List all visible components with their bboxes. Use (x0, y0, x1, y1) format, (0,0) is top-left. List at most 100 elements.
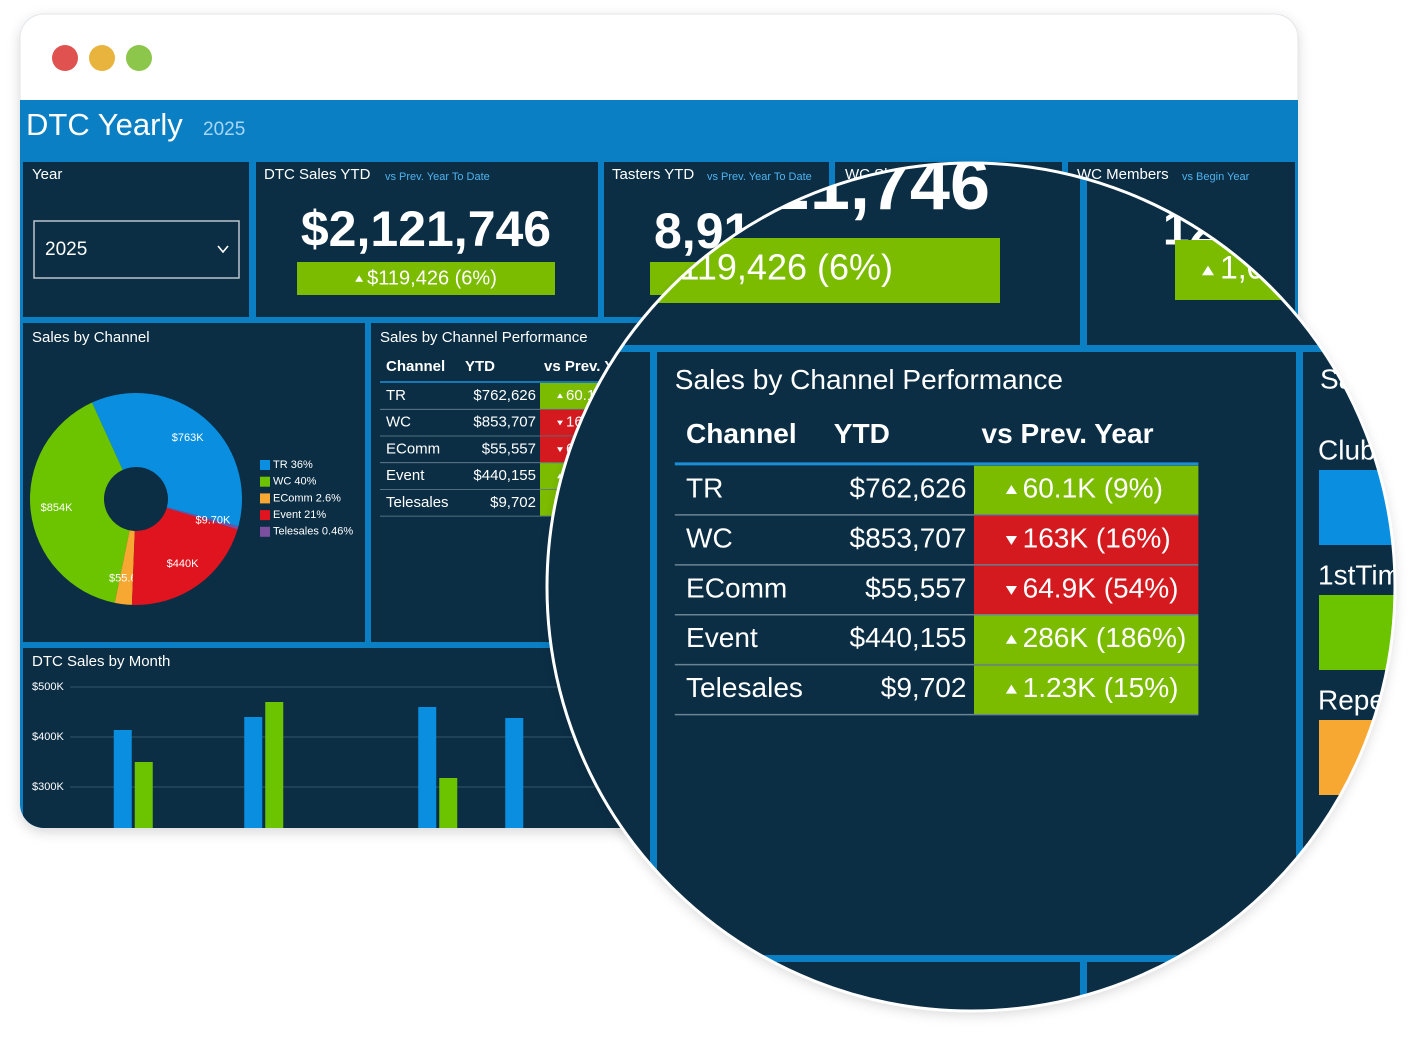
table-cell: $853,707 (473, 414, 536, 431)
table-cell: 286K (186%) (1023, 622, 1187, 653)
table-cell: Event (686, 622, 758, 653)
pie-slice (30, 402, 130, 603)
trend-arrow (557, 420, 563, 426)
select-chevron (217, 245, 229, 254)
panel (23, 162, 249, 317)
table-cell: 163K (16%) (1023, 522, 1171, 553)
filter-label: Year (32, 166, 62, 183)
table-title: Sales by Channel Performance (380, 329, 588, 346)
chart-title: Sales by Channel (32, 329, 150, 346)
legend-swatch (260, 493, 270, 504)
table-cell: $55,557 (865, 572, 966, 603)
panel-gap (650, 352, 657, 955)
bar (418, 707, 437, 828)
bar (439, 778, 458, 828)
legend-swatch (260, 476, 270, 487)
slice-label: $854K (41, 502, 73, 514)
panel-gap (547, 345, 1395, 352)
year-select-value: 2025 (45, 239, 87, 260)
slice-label: $440K (167, 558, 199, 570)
table-title: Sales by Channel Performance (675, 364, 1063, 395)
legend-label: EComm 2.6% (273, 492, 341, 504)
legend-label: Telesales 0.46% (273, 526, 353, 538)
legend-swatch (260, 526, 270, 537)
table-cell: Telesales (386, 494, 449, 511)
chart-title: DTC Sales by Month (32, 653, 170, 670)
lens-border (545, 161, 1397, 1013)
bar-label: Club (1318, 434, 1376, 465)
maximize-button[interactable] (126, 45, 152, 71)
table-cell: WC (686, 522, 733, 553)
table-cell: $55,557 (482, 440, 536, 457)
panel-title: Sa (1320, 363, 1355, 394)
table-zoomed: Sales by Channel Performance Channel YTD vs… (675, 364, 1199, 716)
table-header: Channel (686, 418, 797, 449)
table-cell: 64.9K (54%) (1023, 572, 1179, 603)
table-header: Channel (386, 358, 445, 375)
legend-label: Event 21% (273, 509, 326, 521)
table-cell: 60.1K (9%) (1023, 472, 1163, 503)
category-bar (1319, 595, 1395, 670)
table-cell: WC (386, 414, 411, 431)
panel-gap (1080, 962, 1087, 1011)
kpi-title: Tasters YTD (612, 166, 694, 183)
table-cell: $9,702 (881, 672, 967, 703)
kpi-value: $2,121,746 (301, 201, 551, 257)
table-cell: $9,702 (490, 494, 536, 511)
kpi-title: DTC Sales YTD (264, 166, 371, 183)
panel-gap (1080, 163, 1087, 345)
slice-label: $763K (172, 432, 204, 444)
kpi-subtitle: vs Prev. Year To Date (707, 171, 812, 183)
trend-arrow (1005, 634, 1018, 644)
legend-label: TR 36% (273, 459, 313, 471)
table-cell: $440,155 (850, 622, 967, 653)
table-cell: $853,707 (850, 522, 967, 553)
y-tick-label: $400K (32, 731, 64, 743)
trend-arrow (557, 447, 563, 453)
table-cell: EComm (386, 440, 440, 457)
dashboard-year: 2025 (203, 119, 245, 140)
legend-swatch (260, 460, 270, 470)
trend-arrow (1005, 684, 1018, 694)
panel-gap (1296, 352, 1303, 955)
bar (134, 762, 153, 828)
table-cell: EComm (686, 572, 787, 603)
category-bar (1319, 470, 1395, 545)
trend-arrow (1005, 585, 1018, 595)
kpi-subtitle: vs Prev. Year To Date (385, 171, 490, 183)
table-cell: Event (386, 467, 425, 484)
kpi-change-box (297, 262, 555, 295)
bar (505, 718, 524, 828)
trend-arrow (355, 275, 364, 282)
table-cell: TR (686, 472, 723, 503)
year-select[interactable] (33, 220, 240, 279)
minimize-button[interactable] (89, 45, 115, 71)
trend-arrow (1005, 536, 1018, 545)
trend-arrow (1005, 484, 1018, 494)
table-cell: $762,626 (850, 472, 967, 503)
kpi-title: WC Members (1077, 166, 1169, 183)
lens-fill (547, 163, 1395, 1011)
legend-label: WC 40% (273, 476, 317, 488)
table-cell: $762,626 (473, 387, 536, 404)
kpi-change: $119,426 (6%) (367, 267, 497, 289)
slice-label: $9.70K (196, 515, 232, 527)
table-cell: $440,155 (473, 467, 536, 484)
bar (244, 717, 263, 828)
table-header: YTD (465, 358, 495, 375)
panel-gap (547, 955, 1395, 962)
kpi-subtitle: vs Begin Year (1182, 171, 1250, 183)
close-button[interactable] (52, 45, 78, 71)
y-tick-label: $300K (32, 781, 64, 793)
dashboard-title: DTC Yearly (26, 107, 183, 142)
pie-slice (166, 507, 239, 530)
table-header: YTD (834, 418, 890, 449)
trend-arrow (1202, 265, 1214, 276)
legend-swatch (260, 510, 270, 521)
table-cell: TR (386, 387, 406, 404)
table-cell: Telesales (686, 672, 803, 703)
trend-arrow (557, 393, 563, 399)
